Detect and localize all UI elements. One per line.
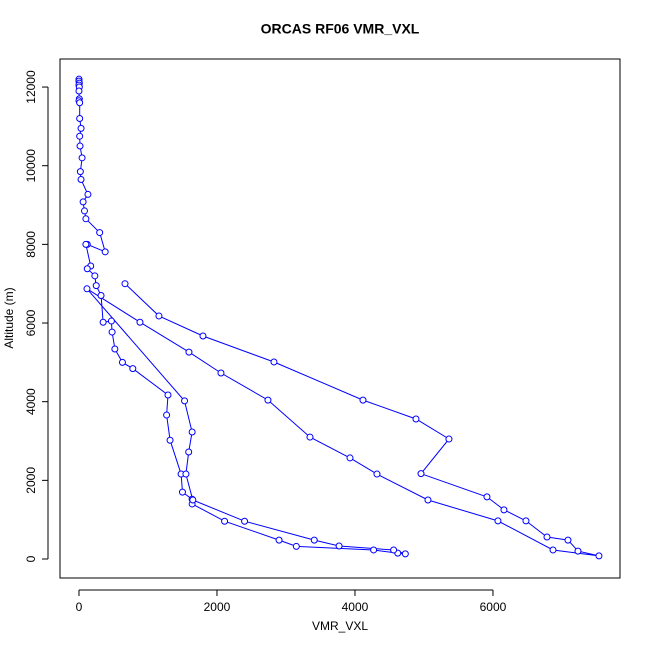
data-point [181,397,189,405]
data-point [163,411,171,419]
data-point [370,546,378,554]
y-tick-label: 10000 [24,149,38,183]
data-point [121,280,129,288]
y-tick-label: 6000 [24,309,38,336]
data-point [494,517,502,525]
data-point [182,470,190,478]
data-point [111,345,119,353]
data-point [76,115,84,123]
data-point [199,332,207,340]
data-point [129,365,137,373]
data-point [264,396,272,404]
data-point [101,248,109,256]
x-tick-label: 4000 [342,600,369,614]
data-point [83,285,91,293]
data-point [292,542,300,550]
data-point [99,318,107,326]
data-point [483,493,491,501]
plot-frame [59,58,621,579]
data-point [359,396,367,404]
data-point [76,168,84,176]
data-point [155,312,163,320]
data-point [390,546,398,554]
y-tick-label: 4000 [24,388,38,415]
data-point [595,552,603,560]
data-point [373,470,381,478]
data-point [108,328,116,336]
data-point [76,132,84,140]
data-point [78,154,86,162]
x-tick-label: 6000 [480,600,507,614]
data-point [189,496,197,504]
data-point [424,496,432,504]
data-point [79,198,87,206]
data-point [221,517,229,525]
data-point [522,517,530,525]
data-point [306,433,314,441]
y-tick-label: 0 [24,555,38,562]
data-point [75,87,83,95]
data-point [96,229,104,237]
data-point [178,488,186,496]
data-point [82,240,90,248]
data-point [335,542,343,550]
data-point [91,272,99,280]
data-point [80,207,88,215]
y-tick-label: 12000 [24,70,38,104]
data-point [275,536,283,544]
data-point [543,533,551,541]
data-point [84,190,92,198]
data-point [185,448,193,456]
data-point [217,369,225,377]
data-point [77,175,85,183]
data-point [92,282,100,290]
data-point [166,436,174,444]
y-axis-label: Altitude (m) [2,287,16,348]
data-point [574,547,582,555]
data-point [346,454,354,462]
y-tick-label: 2000 [24,467,38,494]
data-point [97,291,105,299]
data-point [82,215,90,223]
data-point [136,318,144,326]
data-point [401,550,409,558]
data-point [412,415,420,423]
data-point [118,358,126,366]
data-point [185,348,193,356]
y-tick-label: 8000 [24,231,38,258]
data-point [549,546,557,554]
data-point [76,99,84,107]
data-point [445,435,453,443]
data-point [270,358,278,366]
data-point [417,470,425,478]
x-tick-label: 0 [76,600,83,614]
x-axis-label: VMR_VXL [312,619,368,633]
data-point [241,517,249,525]
data-point [564,536,572,544]
chart-title: ORCAS RF06 VMR_VXL [261,21,420,37]
x-tick-label: 2000 [204,600,231,614]
data-point [310,536,318,544]
data-point [83,265,91,273]
data-point [500,506,508,514]
data-point [107,317,115,325]
data-point [188,428,196,436]
data-point [77,124,85,132]
data-point [76,142,84,150]
data-point [164,391,172,399]
